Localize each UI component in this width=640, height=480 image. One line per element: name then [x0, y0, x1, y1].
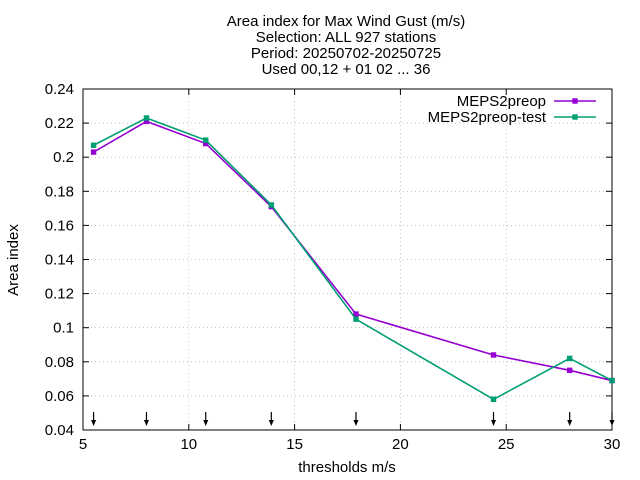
y-tick-label: 0.24: [45, 81, 74, 98]
data-point: [566, 367, 573, 374]
threshold-arrow: [353, 412, 359, 426]
data-point: [609, 377, 615, 384]
data-point: [90, 149, 97, 155]
legend-marker: [572, 114, 578, 120]
y-tick-labels: 0.04 0.06 0.08 0.1 0.12 0.14 0.16 0.18 0.2 0.22 0.…: [45, 81, 74, 439]
data-point: [143, 118, 150, 125]
chart-title-line-2: Selection: ALL 927 stations: [256, 29, 436, 46]
x-tick-label: 5: [79, 436, 87, 453]
x-tick-label: 15: [286, 436, 303, 453]
series-meps2preop: [90, 118, 615, 384]
series-line: [93, 120, 613, 382]
legend-sample-meps2preop: [554, 98, 596, 104]
grid: [83, 89, 612, 430]
y-tick-label: 0.12: [45, 286, 74, 303]
chart-title-line-4: Used 00,12 + 01 02 ... 36: [262, 61, 431, 78]
x-tick-label: 25: [498, 436, 515, 453]
series-line: [93, 117, 613, 401]
threshold-arrow: [491, 412, 497, 426]
y-tick-label: 0.04: [45, 422, 74, 439]
legend-marker: [572, 98, 578, 104]
data-point: [353, 311, 359, 317]
data-point: [268, 202, 275, 208]
threshold-arrow: [268, 412, 274, 426]
y-tick-label: 0.18: [45, 183, 74, 200]
axis-ticks: [82, 88, 613, 431]
data-point: [490, 396, 497, 403]
y-tick-label: 0.14: [45, 252, 74, 269]
y-tick-label: 0.08: [45, 354, 74, 371]
chart-title-line-1: Area index for Max Wind Gust (m/s): [227, 13, 465, 30]
chart-title-line-3: Period: 20250702-20250725: [251, 45, 441, 62]
threshold-arrow: [567, 412, 573, 426]
y-tick-label: 0.16: [45, 217, 74, 234]
threshold-arrow: [143, 412, 149, 426]
x-tick-label: 20: [392, 436, 409, 453]
y-tick-label: 0.22: [45, 115, 74, 132]
legend: MEPS2preop MEPS2preop-test: [428, 93, 596, 126]
data-point: [203, 140, 209, 147]
data-point: [353, 316, 359, 322]
threshold-arrow: [203, 412, 209, 426]
data-point: [143, 115, 150, 121]
y-tick-label: 0.1: [53, 320, 74, 337]
threshold-arrow: [609, 412, 615, 426]
x-tick-label: 10: [180, 436, 197, 453]
x-tick-label: 30: [604, 436, 621, 453]
data-point: [203, 137, 209, 143]
legend-sample-meps2preop-test: [554, 114, 596, 120]
legend-label-meps2preop: MEPS2preop: [457, 93, 546, 110]
legend-label-meps2preop-test: MEPS2preop-test: [428, 109, 547, 126]
threshold-markers: [91, 412, 615, 426]
data-point: [566, 355, 573, 362]
data-point: [490, 352, 497, 358]
x-axis-label: thresholds m/s: [298, 459, 396, 476]
threshold-arrow: [91, 412, 97, 426]
series-meps2preop-test: [90, 115, 615, 403]
y-tick-label: 0.06: [45, 388, 74, 405]
data-point: [90, 142, 97, 148]
y-tick-label: 0.2: [53, 149, 74, 166]
chart-title: Area index for Max Wind Gust (m/s) Selec…: [227, 13, 465, 78]
x-tick-labels: 5 10 15 20 25 30: [79, 436, 621, 453]
series-layer: [90, 115, 615, 403]
y-axis-label: Area index: [5, 224, 22, 296]
